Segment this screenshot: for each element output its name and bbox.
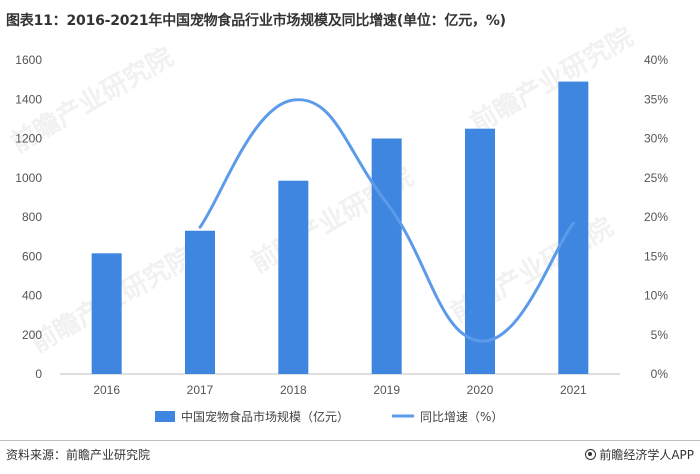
y-left-tick-label: 600 <box>22 249 42 263</box>
source-note: 资料来源：前瞻产业研究院 <box>6 448 151 462</box>
y-left-tick-label: 800 <box>22 210 42 224</box>
x-tick-label: 2020 <box>467 383 494 397</box>
footer-divider <box>0 440 700 441</box>
x-tick-label: 2017 <box>187 383 214 397</box>
bar <box>465 128 495 374</box>
legend-bar-label: 中国宠物食品市场规模（亿元） <box>181 409 349 424</box>
y-right-tick-label: 25% <box>644 171 668 185</box>
y-right-tick-label: 10% <box>644 289 668 303</box>
y-right-tick-label: 35% <box>644 92 668 106</box>
y-right-tick-label: 20% <box>644 210 668 224</box>
y-left-tick-label: 1200 <box>15 132 42 146</box>
y-right-tick-label: 30% <box>644 132 668 146</box>
brand-icon <box>585 449 597 460</box>
x-tick-label: 2016 <box>93 383 120 397</box>
x-tick-label: 2021 <box>560 383 587 397</box>
brand-mark: 前瞻经济学人APP <box>585 446 694 463</box>
y-left-tick-label: 200 <box>22 328 42 342</box>
y-left-tick-label: 1600 <box>15 53 42 67</box>
y-left-tick-label: 0 <box>35 367 42 381</box>
y-left-tick-label: 1400 <box>15 92 42 106</box>
growth-line <box>198 98 575 343</box>
bar <box>91 253 122 374</box>
x-tick-label: 2019 <box>373 383 400 397</box>
y-left-tick-label: 1000 <box>15 171 42 185</box>
bar <box>558 81 589 375</box>
y-right-tick-label: 5% <box>651 328 669 342</box>
x-tick-label: 2018 <box>280 383 307 397</box>
bar <box>371 138 402 374</box>
legend-bar-swatch <box>155 411 175 422</box>
bar <box>278 180 309 374</box>
y-right-tick-label: 40% <box>644 53 668 67</box>
legend-line-label: 同比增速（%） <box>420 410 503 424</box>
brand-label: 前瞻经济学人APP <box>599 448 694 462</box>
y-right-tick-label: 15% <box>644 249 668 263</box>
bar <box>185 230 215 374</box>
y-right-tick-label: 0% <box>651 367 669 381</box>
y-left-tick-label: 400 <box>22 289 42 303</box>
combo-chart: 0 200 400 600 800 1000 1200 1400 1600 0% 5% 10% 15% 2… <box>15 53 669 424</box>
chart-title: 图表11：2016-2021年中国宠物食品行业市场规模及同比增速(单位：亿元，%… <box>6 13 506 29</box>
